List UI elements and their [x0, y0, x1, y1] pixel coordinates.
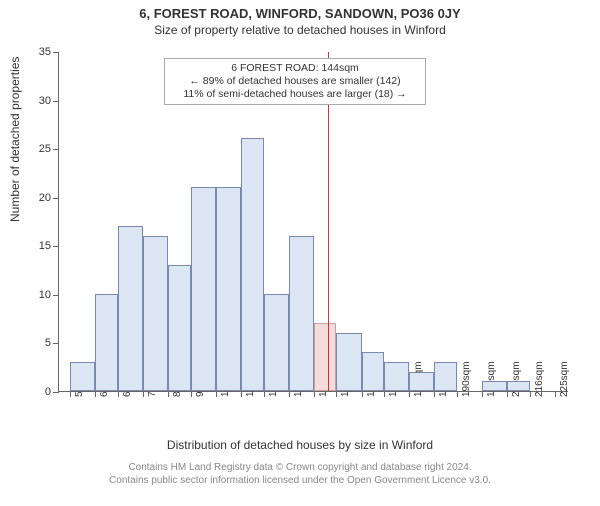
x-tick — [95, 391, 96, 397]
x-tick — [143, 391, 144, 397]
histogram-bar — [289, 236, 314, 391]
histogram-bar — [118, 226, 143, 391]
x-tick — [384, 391, 385, 397]
y-tick-label: 25 — [39, 143, 59, 155]
histogram-bar — [336, 333, 361, 391]
annotation-line-1: 6 FOREST ROAD: 144sqm — [171, 62, 419, 75]
histogram-bar — [70, 362, 95, 391]
annotation-line-3: 11% of semi-detached houses are larger (… — [171, 88, 419, 101]
x-tick — [314, 391, 315, 397]
footer-line-2: Contains public sector information licen… — [0, 475, 600, 488]
y-tick-label: 30 — [39, 95, 59, 107]
histogram-bar — [434, 362, 456, 391]
histogram-bar — [409, 372, 434, 391]
histogram-bar — [482, 381, 507, 391]
main-title: 6, FOREST ROAD, WINFORD, SANDOWN, PO36 0… — [0, 6, 600, 21]
histogram-bar — [143, 236, 168, 391]
annotation-line-2: ← 89% of detached houses are smaller (14… — [171, 75, 419, 88]
chart-area: 0510152025303552sqm61sqm69sqm78sqm87sqm9… — [58, 52, 568, 392]
histogram-bar — [95, 294, 117, 391]
x-tick — [289, 391, 290, 397]
x-tick — [70, 391, 71, 397]
y-tick-label: 10 — [39, 289, 59, 301]
x-tick — [241, 391, 242, 397]
x-tick — [191, 391, 192, 397]
histogram-bar — [241, 138, 263, 391]
x-tick-label: 216sqm — [534, 361, 545, 397]
x-tick — [118, 391, 119, 397]
annotation-box: 6 FOREST ROAD: 144sqm← 89% of detached h… — [164, 58, 426, 105]
x-tick — [216, 391, 217, 397]
x-axis-label: Distribution of detached houses by size … — [0, 438, 600, 452]
x-tick — [264, 391, 265, 397]
histogram-bar — [216, 187, 241, 391]
x-tick-label: 190sqm — [461, 361, 472, 397]
x-tick — [507, 391, 508, 397]
footer-line-1: Contains HM Land Registry data © Crown c… — [0, 462, 600, 475]
histogram-bar — [384, 362, 409, 391]
histogram-bar — [264, 294, 289, 391]
x-tick — [555, 391, 556, 397]
x-tick-label: 225sqm — [559, 361, 570, 397]
x-tick — [434, 391, 435, 397]
x-tick-label: 199sqm — [486, 361, 497, 397]
footer-attribution: Contains HM Land Registry data © Crown c… — [0, 462, 600, 487]
histogram-bar — [168, 265, 190, 391]
plot-area: 0510152025303552sqm61sqm69sqm78sqm87sqm9… — [58, 52, 568, 392]
y-tick-label: 15 — [39, 240, 59, 252]
x-tick — [336, 391, 337, 397]
x-tick — [409, 391, 410, 397]
histogram-bar — [507, 381, 529, 391]
x-tick — [530, 391, 531, 397]
histogram-bar — [191, 187, 216, 391]
y-tick-label: 20 — [39, 192, 59, 204]
x-tick — [362, 391, 363, 397]
histogram-bar-highlight — [314, 323, 336, 391]
y-tick-label: 5 — [45, 337, 59, 349]
x-tick-label: 208sqm — [511, 361, 522, 397]
y-tick-label: 0 — [45, 386, 59, 398]
sub-title: Size of property relative to detached ho… — [0, 23, 600, 37]
x-tick — [168, 391, 169, 397]
y-axis-label: Number of detached properties — [8, 57, 22, 222]
histogram-bar — [362, 352, 384, 391]
y-tick-label: 35 — [39, 46, 59, 58]
x-tick — [482, 391, 483, 397]
x-tick — [457, 391, 458, 397]
